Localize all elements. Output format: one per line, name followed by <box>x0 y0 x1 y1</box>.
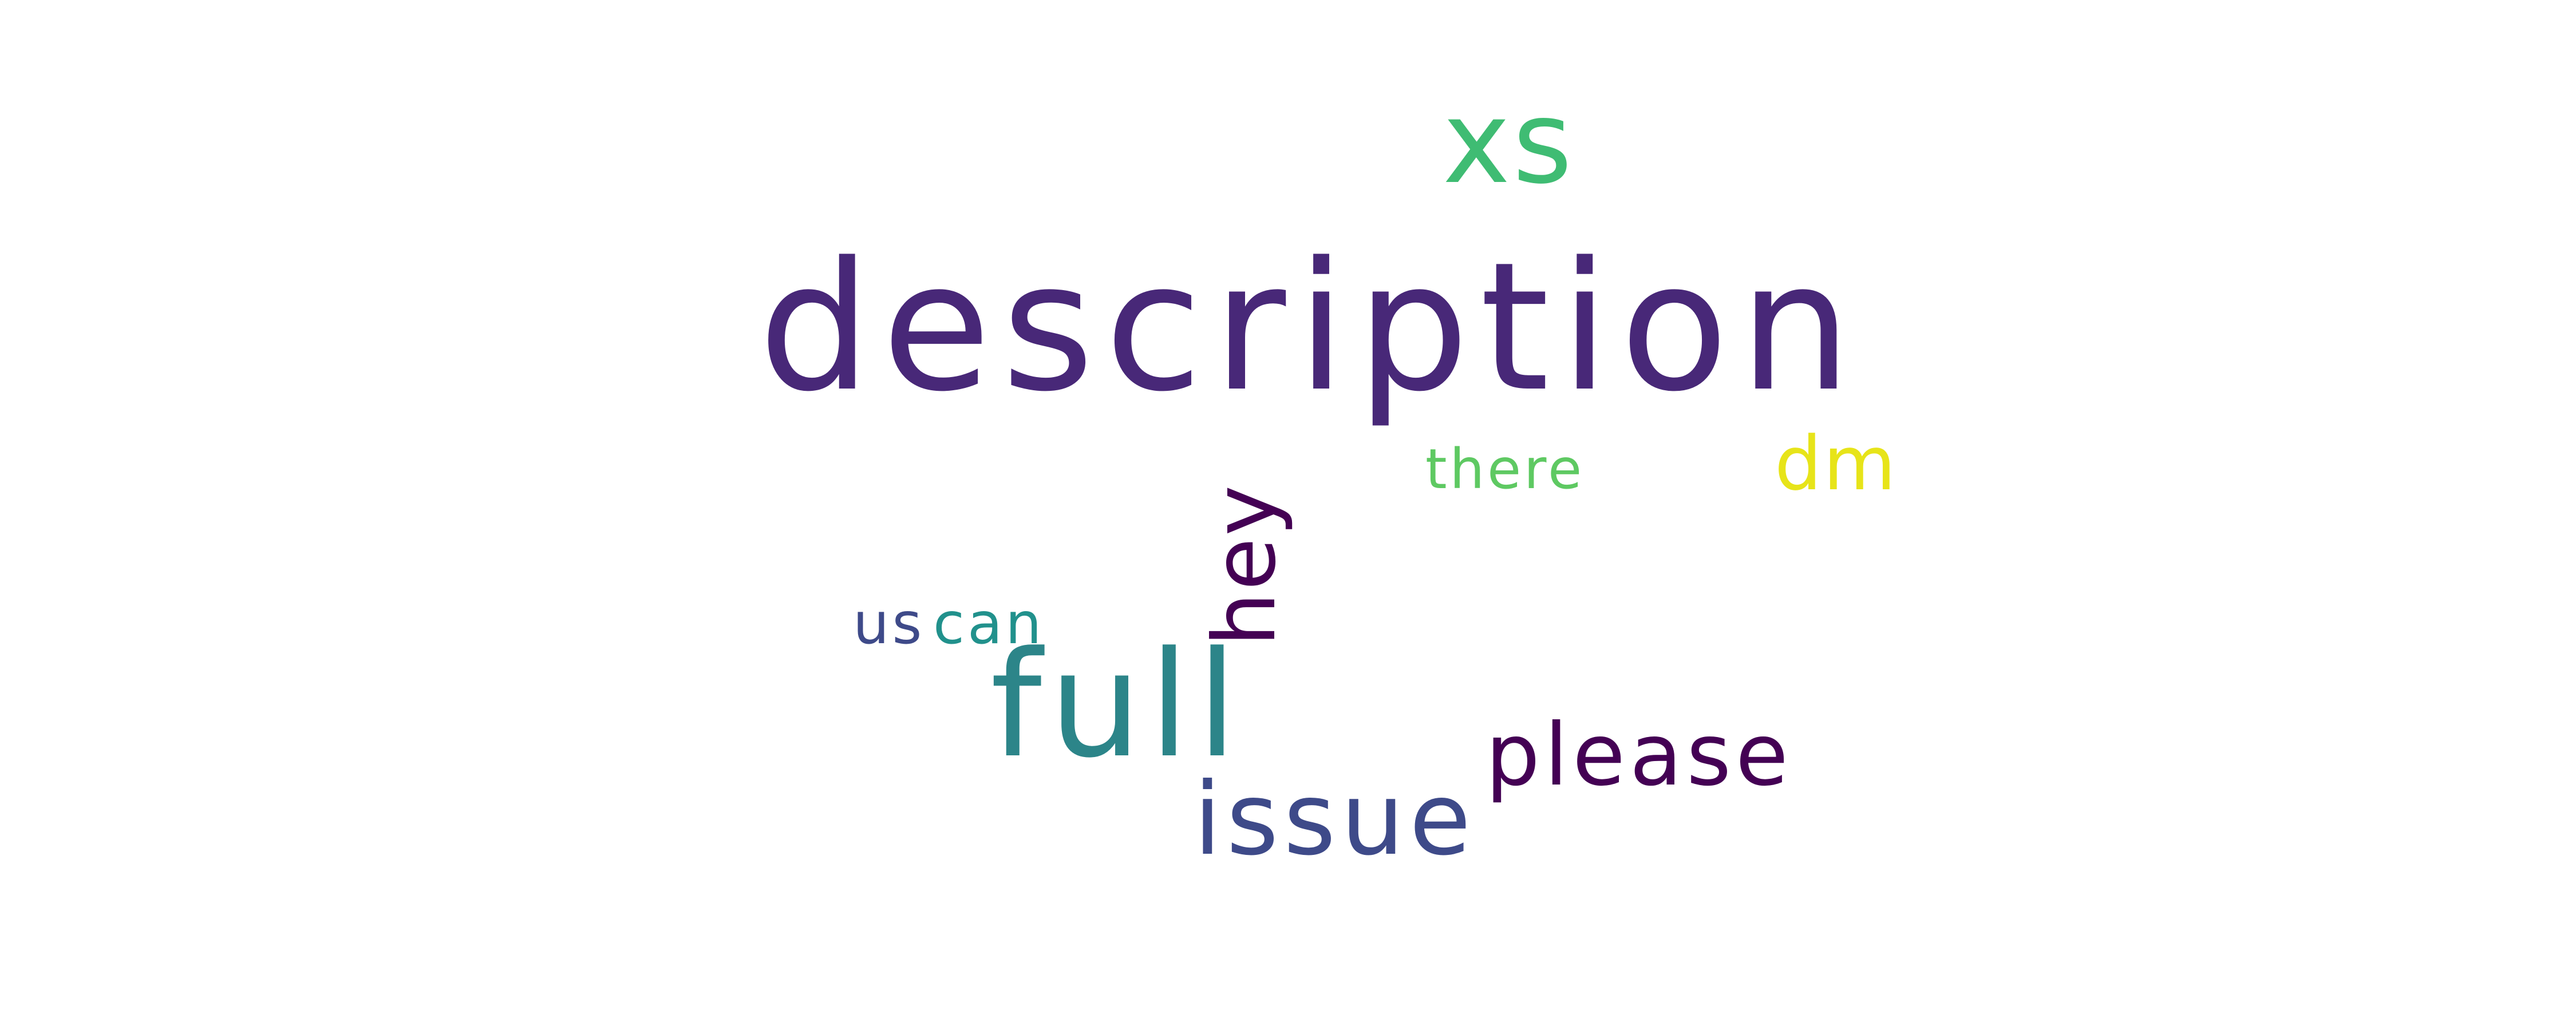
word-description: description <box>758 224 1863 431</box>
word-dm: dm <box>1775 420 1898 507</box>
word-xs: xs <box>1443 76 1575 209</box>
word-us: us <box>853 590 925 657</box>
word-can: can <box>933 590 1045 657</box>
word-please: please <box>1485 706 1793 805</box>
word-issue: issue <box>1194 762 1476 878</box>
word-there: there <box>1425 437 1585 501</box>
word-full: full <box>990 620 1245 790</box>
word-hey: hey <box>1195 483 1295 647</box>
